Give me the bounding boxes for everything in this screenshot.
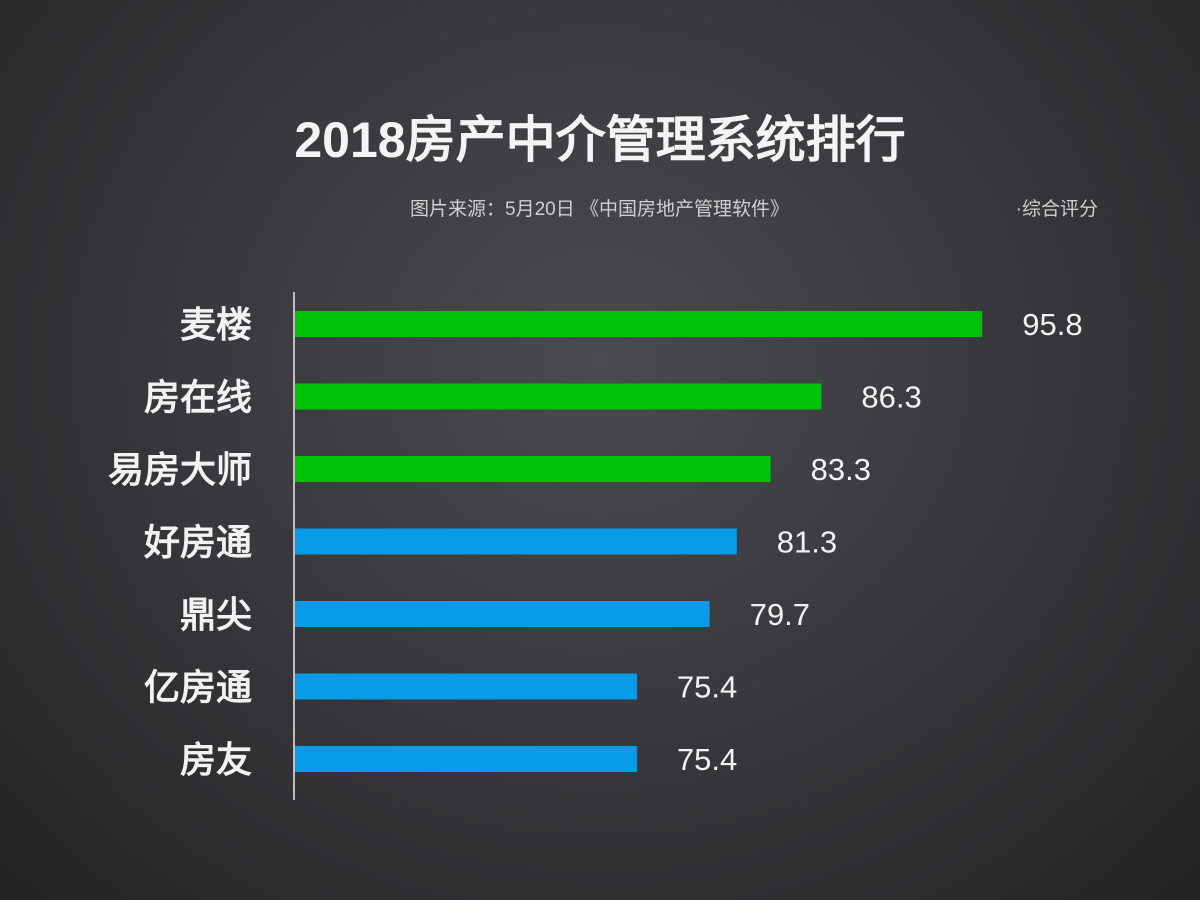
data-label: 75.4 [677,742,737,777]
chart-note: ·综合评分 [1015,199,1098,220]
bar-3 [295,528,737,555]
bar-4 [295,601,710,627]
data-label: 95.8 [1022,307,1082,342]
chart-title: 2018房产中介管理系统排行 [294,112,906,168]
data-label: 79.7 [750,597,810,632]
bar-1 [295,383,822,410]
data-label: 75.4 [677,670,737,705]
bar-2 [295,456,771,482]
bar-5 [295,673,637,700]
category-label: 鼎尖 [180,594,252,635]
category-label: 房在线 [144,377,252,418]
bar-0 [295,311,983,337]
category-label: 亿房通 [144,667,252,708]
bar-6 [295,746,637,772]
data-label: 81.3 [777,525,837,560]
category-label: 易房大师 [108,449,252,490]
category-label: 麦楼 [180,304,252,345]
data-label: 83.3 [811,452,871,487]
category-label: 房友 [180,739,252,780]
category-label: 好房通 [143,522,252,563]
chart-subtitle: 图片来源：5月20日 《中国房地产管理软件》 [410,199,789,220]
data-label: 86.3 [861,380,921,415]
